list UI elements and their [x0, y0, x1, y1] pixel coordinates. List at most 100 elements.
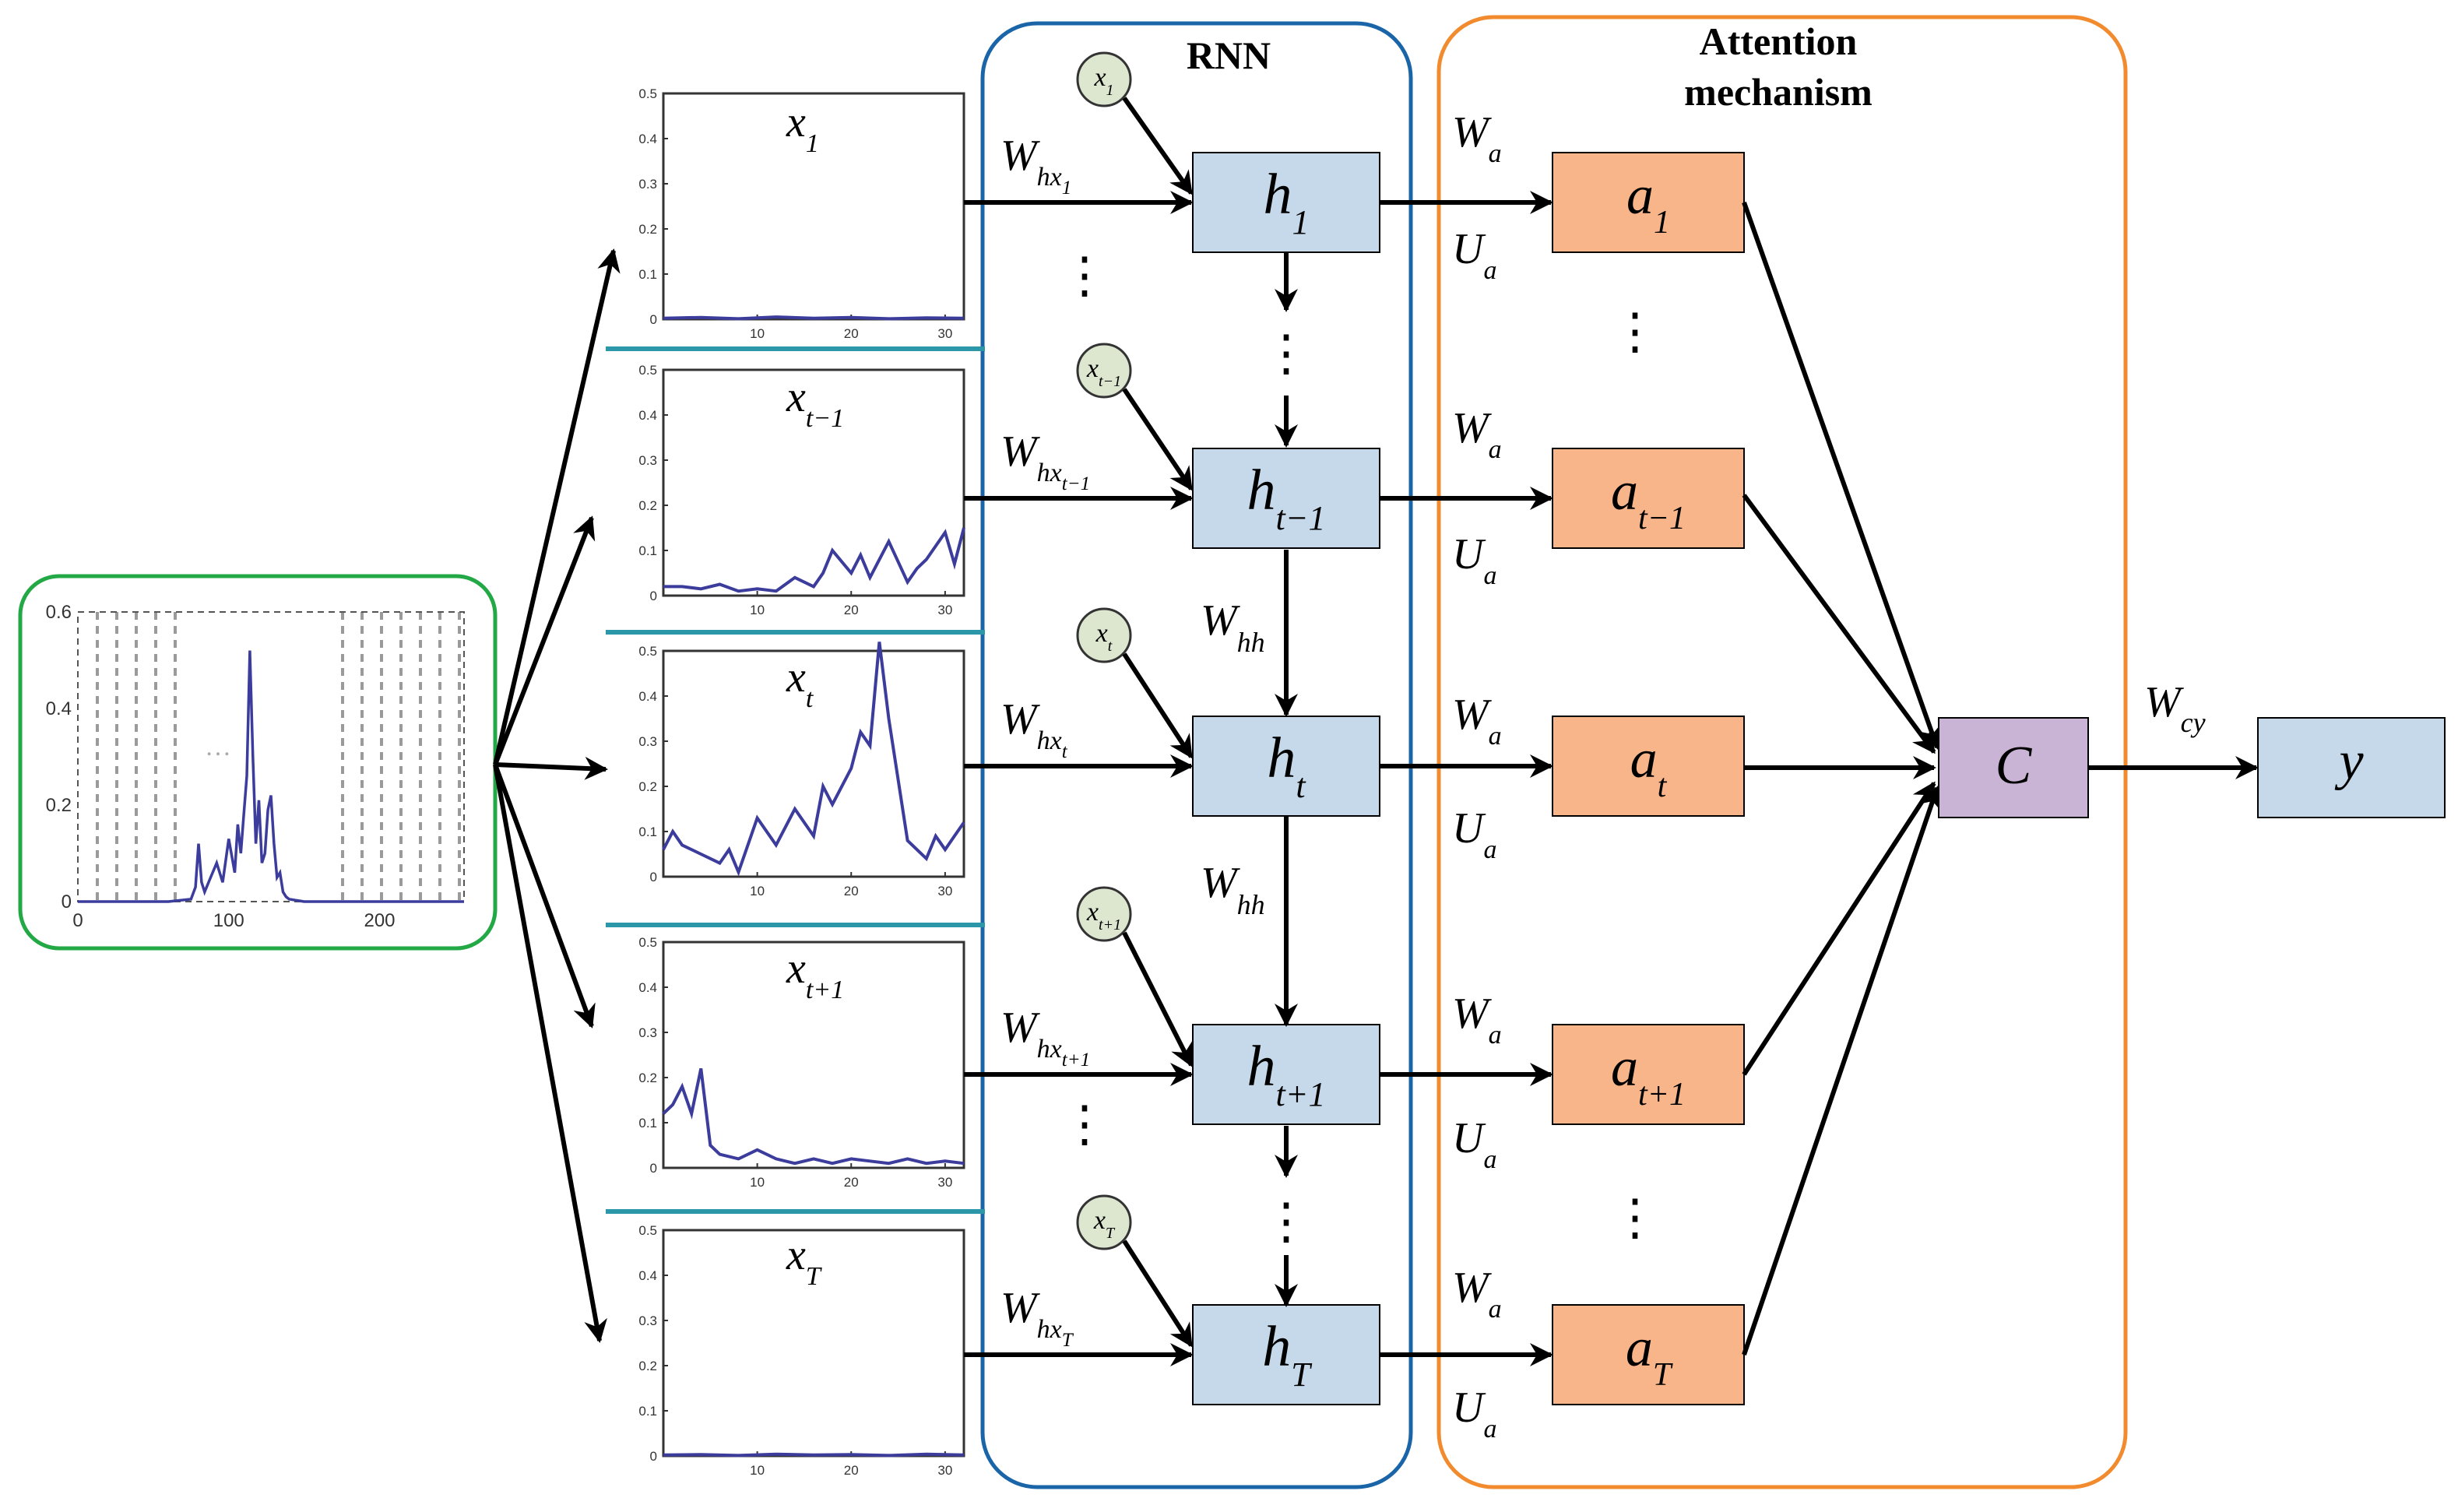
- input-weight-label-var: W: [1000, 132, 1040, 180]
- y-tick-label: 0: [650, 589, 657, 603]
- output-node: y: [2257, 717, 2446, 818]
- input-node-arrow: [1122, 97, 1194, 195]
- y-tick-label: 0: [62, 891, 72, 912]
- y-tick-label: 0.1: [638, 1116, 657, 1130]
- y-tick-label: 0.6: [46, 602, 72, 623]
- attention-weight-wa: Wa: [1452, 691, 1502, 751]
- y-tick-label: 0.5: [638, 1223, 657, 1238]
- y-tick-label: 0.3: [638, 1025, 657, 1040]
- y-tick-label: 0.4: [638, 689, 657, 704]
- input-weight-label-sub: hx: [1037, 163, 1062, 192]
- x-tick-label: 10: [750, 884, 765, 898]
- attention-weight-ua-var: U: [1452, 1114, 1486, 1162]
- hidden-state-label: ht−1: [1247, 459, 1326, 537]
- window-label: x1: [786, 98, 819, 158]
- window-label-var: x: [786, 1231, 806, 1279]
- fanout-arrow: [493, 515, 596, 766]
- window-label: xT: [786, 1231, 822, 1291]
- attention-score-box: [1552, 1304, 1745, 1405]
- input-weight-label-sub: hx: [1037, 1315, 1062, 1344]
- attention-weight-wa-var: W: [1452, 691, 1492, 739]
- x-tick-label: 30: [937, 1175, 952, 1190]
- x-tick-label: 10: [750, 1175, 765, 1190]
- input-weight-label-sub: hx: [1037, 1035, 1062, 1064]
- y-tick-label: 0.1: [638, 825, 657, 839]
- wcy-sub: cy: [2181, 707, 2206, 738]
- vertical-ellipsis: ⋮: [1610, 304, 1660, 359]
- attention-weight-ua-var: U: [1452, 530, 1486, 578]
- input-weight-label-subsub: t−1: [1062, 473, 1090, 494]
- input-weight-label-sub: hx: [1037, 726, 1062, 755]
- hidden-state-label-sub: 1: [1292, 203, 1310, 241]
- context-node: C: [1938, 717, 2089, 818]
- attention-score-label-var: a: [1630, 730, 1658, 789]
- window-plot: 0 0.1 0.2 0.3 0.4 0.5 10 20 30: [638, 935, 965, 1190]
- x-tick-label: 200: [364, 910, 395, 931]
- hidden-state-box: [1192, 152, 1380, 253]
- hidden-state-box: [1192, 1024, 1380, 1125]
- attention-title-line2: mechanism: [1684, 70, 1873, 114]
- attention-weight-ua-var: U: [1452, 1384, 1486, 1432]
- attention-score-box: [1552, 448, 1745, 549]
- context-label: C: [1996, 736, 2033, 796]
- attention-score-label: aT: [1626, 1318, 1673, 1393]
- y-tick-label: 0.4: [638, 1268, 657, 1283]
- attention-weight-ua-sub: a: [1483, 835, 1496, 864]
- input-weight-label-subsub: t: [1062, 741, 1068, 762]
- input-weight-label-subsub: t+1: [1062, 1050, 1090, 1071]
- input-node-arrow: [1122, 388, 1194, 491]
- rnn-title: RNN: [1187, 33, 1271, 77]
- hidden-state-label-sub: t: [1296, 767, 1306, 805]
- input-node-arrow: [1122, 931, 1194, 1067]
- input-node: [1076, 343, 1132, 399]
- window-plot: 0 0.1 0.2 0.3 0.4 0.5 10 20 30: [638, 642, 965, 898]
- series-line: [663, 315, 965, 321]
- window-label-sub: 1: [806, 129, 819, 158]
- hidden-state-label: hT: [1262, 1315, 1313, 1394]
- input-node-label-sub: t+1: [1099, 916, 1121, 934]
- vertical-ellipsis: ⋮: [1261, 1194, 1311, 1249]
- input-node-label: xT: [1093, 1206, 1116, 1242]
- input-node: [1076, 886, 1132, 942]
- input-node-arrow: [1122, 1239, 1194, 1348]
- hidden-state-label-var: h: [1267, 726, 1296, 790]
- attention-weight-wa-sub: a: [1489, 1021, 1502, 1050]
- context-box: [1938, 717, 2089, 818]
- series-line: [662, 1067, 965, 1166]
- window-label: xt+1: [786, 944, 844, 1004]
- attention-weight-wa-var: W: [1452, 108, 1492, 156]
- x-tick-label: 20: [844, 603, 859, 617]
- input-weight-label-var: W: [1000, 1284, 1040, 1332]
- fanout-arrow: [493, 764, 607, 1343]
- plot-frame: [662, 649, 965, 878]
- vertical-ellipsis: ⋮: [1610, 1190, 1660, 1245]
- attention-score-label-sub: t−1: [1638, 501, 1686, 536]
- plot-frame: [662, 941, 965, 1169]
- attention-weight-ua: Ua: [1452, 1384, 1496, 1443]
- y-tick-label: 0.1: [638, 1404, 657, 1419]
- svg-text:Whh: Whh: [1201, 596, 1265, 658]
- input-weight-label-subsub: 1: [1062, 178, 1072, 199]
- y-tick-label: 0.5: [638, 363, 657, 378]
- series-line: [78, 650, 464, 903]
- window-label-var: x: [786, 653, 806, 701]
- hidden-state-box: [1192, 716, 1380, 817]
- window-plot: 0 0.1 0.2 0.3 0.4 0.5 10 20 30: [638, 86, 965, 341]
- input-node: [1076, 607, 1132, 663]
- y-tick-label: 0.4: [638, 408, 657, 423]
- rnn-section-frame: [980, 21, 1413, 1489]
- window-label-var: x: [786, 373, 806, 421]
- attention-weight-ua: Ua: [1452, 225, 1496, 285]
- attention-score-label: a1: [1626, 166, 1670, 241]
- input-node-label-sub: t: [1108, 638, 1113, 655]
- hidden-state-box: [1192, 1304, 1380, 1405]
- fanout-arrows: [493, 248, 621, 1343]
- y-tick-label: 0.2: [638, 498, 657, 513]
- window-separators: [606, 346, 985, 1214]
- hidden-state-box: [1192, 448, 1380, 549]
- whh-sub: hh: [1237, 889, 1265, 920]
- input-node-label-var: x: [1095, 619, 1108, 648]
- hidden-state-label: ht+1: [1247, 1035, 1326, 1113]
